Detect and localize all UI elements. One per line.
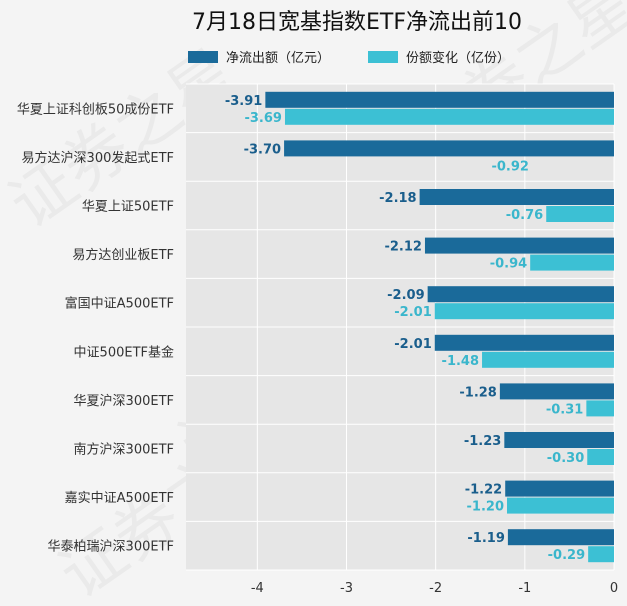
x-tick-label: -1 [518,581,531,596]
chart-title: 7月18日宽基指数ETF净流出前10 [192,10,522,35]
gridlines [186,83,615,571]
bar [427,286,614,303]
legend-label-share-change: 份额变化（亿份） [406,50,510,66]
data-labels: -3.91 -3.69 -3.70 -0.92 -2.18 -0.76 -2.12 -0.94… [225,94,585,563]
bar [587,449,614,465]
category-label: 南方沪深300ETF [74,442,174,458]
x-tick-label: -3 [340,581,353,596]
data-label: -0.92 [491,159,528,174]
legend: 净流出额（亿元） 份额变化（亿份） [188,50,510,66]
bar [505,480,614,497]
bar [265,91,614,108]
x-tick-label: -2 [429,581,442,596]
category-label: 嘉实中证A500ETF [65,491,174,506]
x-tick-label: 0 [610,581,618,596]
bar [434,303,614,320]
x-tick-labels: -4 -3 -2 -1 0 [251,581,618,596]
data-label: -0.94 [490,257,527,272]
bar [499,383,614,400]
data-label: -2.01 [394,305,431,320]
bar [284,140,614,157]
bar [434,334,614,351]
bars [265,91,614,563]
bar [546,206,614,222]
data-label: -3.70 [244,142,281,157]
category-labels: 华夏上证科创板50成份ETF 易方达沪深300发起式ETF 华夏上证50ETF 易方达… [17,102,174,554]
category-label: 华泰柏瑞沪深300ETF [48,539,174,555]
legend-swatch-share-change [368,51,398,63]
bar [507,529,614,546]
legend-label-outflow: 净流出额（亿元） [226,51,330,66]
data-label: -1.19 [467,531,504,546]
data-label: -1.23 [464,434,501,449]
bar [588,546,614,563]
bar [504,432,614,448]
data-label: -3.69 [244,111,281,126]
category-label: 华夏沪深300ETF [74,393,174,409]
bar [424,237,614,254]
bar [530,254,614,271]
bar [482,351,614,368]
data-label: -0.29 [548,548,585,563]
category-label: 华夏上证科创板50成份ETF [17,102,174,117]
category-label: 易方达沪深300发起式ETF [22,150,174,166]
data-label: -2.09 [387,288,424,303]
data-label: -1.22 [465,483,502,498]
x-tick-label: -4 [251,581,264,596]
data-label: -3.91 [225,94,262,109]
bar [586,400,614,417]
category-label: 易方达创业板ETF [72,247,174,263]
category-label: 中证500ETF基金 [74,344,174,360]
data-label: -2.18 [379,191,416,206]
bar [507,497,614,514]
category-label: 富国中证A500ETF [65,296,174,312]
legend-swatch-outflow [188,51,218,63]
bar [284,108,614,125]
data-label: -1.20 [467,500,504,515]
category-label: 华夏上证50ETF [82,200,174,215]
bar [419,189,614,205]
data-label: -0.76 [506,208,543,223]
data-label: -2.12 [384,240,421,255]
data-label: -0.31 [546,402,583,417]
data-label: -1.28 [459,385,496,400]
data-label: -1.48 [442,354,479,369]
data-label: -0.30 [547,451,584,466]
data-label: -2.01 [394,337,431,352]
